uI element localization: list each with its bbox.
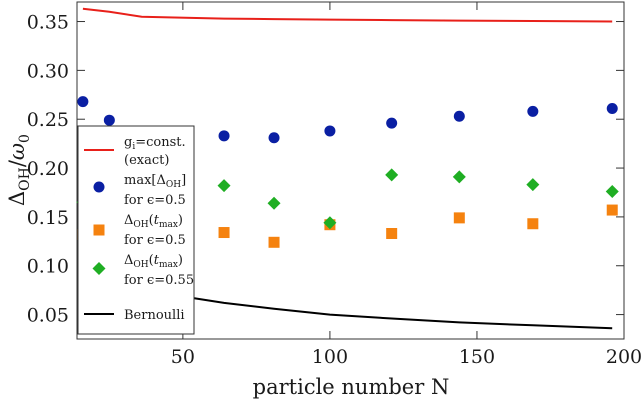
data-point-tmax055	[267, 196, 281, 210]
data-point-tmax055	[385, 168, 399, 182]
y-tick-label: 0.05	[27, 305, 69, 327]
data-point-tmax055	[323, 216, 337, 230]
y-tick-label: 0.20	[27, 158, 69, 180]
data-point-tmax05	[606, 204, 618, 216]
data-point-tmax055	[217, 179, 231, 193]
y-axis-title: ΔOH/ω0	[5, 134, 33, 206]
legend-marker-tmax05	[93, 224, 105, 236]
data-point-max	[324, 125, 336, 137]
data-point-tmax055	[605, 185, 619, 199]
data-point-tmax055	[452, 170, 466, 184]
data-point-max	[386, 117, 398, 129]
data-point-max	[77, 96, 89, 108]
x-tick-label: 150	[459, 346, 495, 368]
data-point-tmax055	[526, 178, 540, 192]
y-tick-label: 0.10	[27, 256, 69, 278]
legend-label-exact-2: (exact)	[124, 153, 169, 168]
data-point-max	[103, 114, 115, 126]
ticks-layer: 50 100 150 200 0.05 0.10 0.15 0.20 0.25 0.30 0.35	[27, 2, 642, 368]
x-tick-label: 200	[606, 346, 642, 368]
legend-marker-max	[93, 181, 105, 193]
series-line-exact	[82, 7, 613, 23]
data-point-max	[268, 132, 280, 144]
y-tick-label: 0.25	[27, 109, 69, 131]
data-point-tmax05	[218, 227, 230, 239]
data-point-max	[453, 110, 465, 122]
data-point-max	[606, 102, 618, 114]
legend-label-max-2: for ϵ=0.5	[124, 193, 186, 208]
data-point-tmax05	[268, 236, 280, 248]
legend-label-tmax055-2: for ϵ=0.55	[124, 273, 194, 288]
legend-label-tmax05-2: for ϵ=0.5	[124, 233, 186, 248]
legend-label-exact-1: gi=const.	[124, 135, 186, 152]
legend-label-bernoulli: Bernoulli	[124, 308, 185, 323]
x-axis-title: particle number N	[253, 375, 450, 399]
y-tick-label: 0.30	[27, 60, 69, 82]
x-tick-label: 50	[171, 346, 195, 368]
y-tick-label: 0.35	[27, 12, 69, 34]
data-point-tmax05	[453, 212, 465, 224]
legend: gi=const. (exact) max[ΔOH] for ϵ=0.5 ΔOH…	[77, 125, 195, 335]
data-point-max	[218, 130, 230, 142]
x-tick-label: 100	[312, 346, 348, 368]
data-point-tmax05	[527, 218, 539, 230]
data-point-max	[527, 105, 539, 117]
y-tick-label: 0.15	[27, 207, 69, 229]
plot-frame	[76, 1, 625, 340]
legend-marker-tmax055	[92, 262, 106, 275]
data-point-tmax05	[386, 228, 398, 240]
